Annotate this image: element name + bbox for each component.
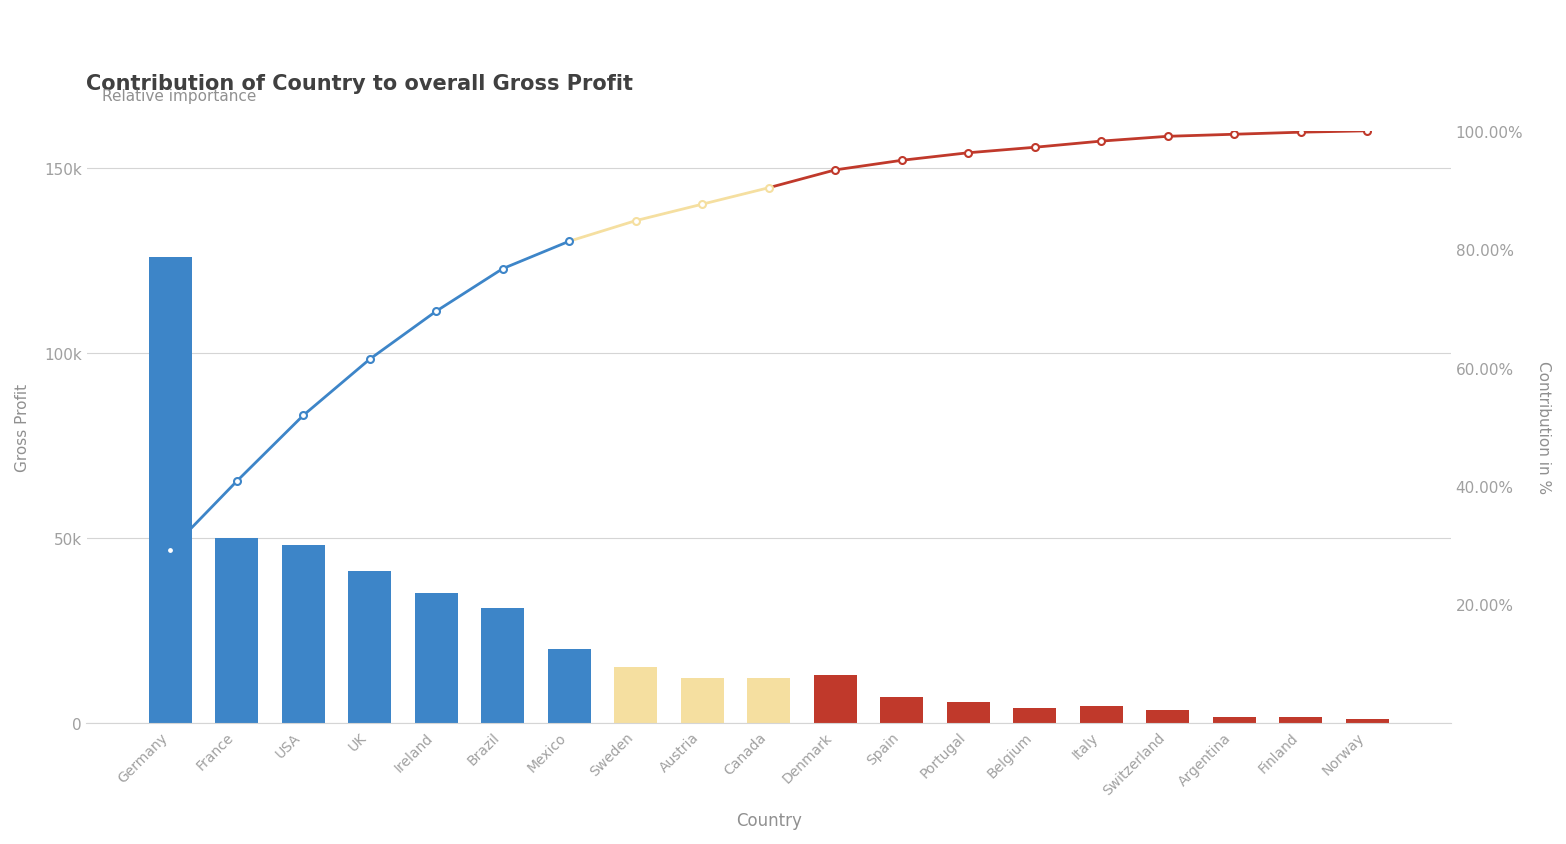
- Bar: [747, 679, 791, 723]
- Bar: [415, 593, 457, 723]
- Bar: [681, 679, 723, 723]
- Bar: [880, 697, 924, 723]
- Bar: [481, 609, 525, 723]
- Bar: [215, 538, 258, 723]
- Bar: [614, 668, 658, 723]
- Bar: [1212, 717, 1256, 723]
- Bar: [348, 571, 392, 723]
- Bar: [282, 545, 324, 723]
- Bar: [548, 649, 590, 723]
- Bar: [1146, 710, 1189, 723]
- Bar: [149, 257, 191, 723]
- Bar: [1345, 719, 1389, 723]
- Y-axis label: Gross Profit: Gross Profit: [16, 383, 30, 471]
- Bar: [946, 703, 990, 723]
- Text: Contribution of Country to overall Gross Profit: Contribution of Country to overall Gross…: [86, 74, 634, 94]
- Bar: [1013, 708, 1055, 723]
- Y-axis label: Contribution in %: Contribution in %: [1536, 361, 1550, 494]
- Bar: [813, 675, 857, 723]
- Text: Relative importance: Relative importance: [102, 89, 257, 104]
- Bar: [1279, 717, 1322, 723]
- X-axis label: Country: Country: [736, 811, 802, 829]
- Bar: [1079, 706, 1123, 723]
